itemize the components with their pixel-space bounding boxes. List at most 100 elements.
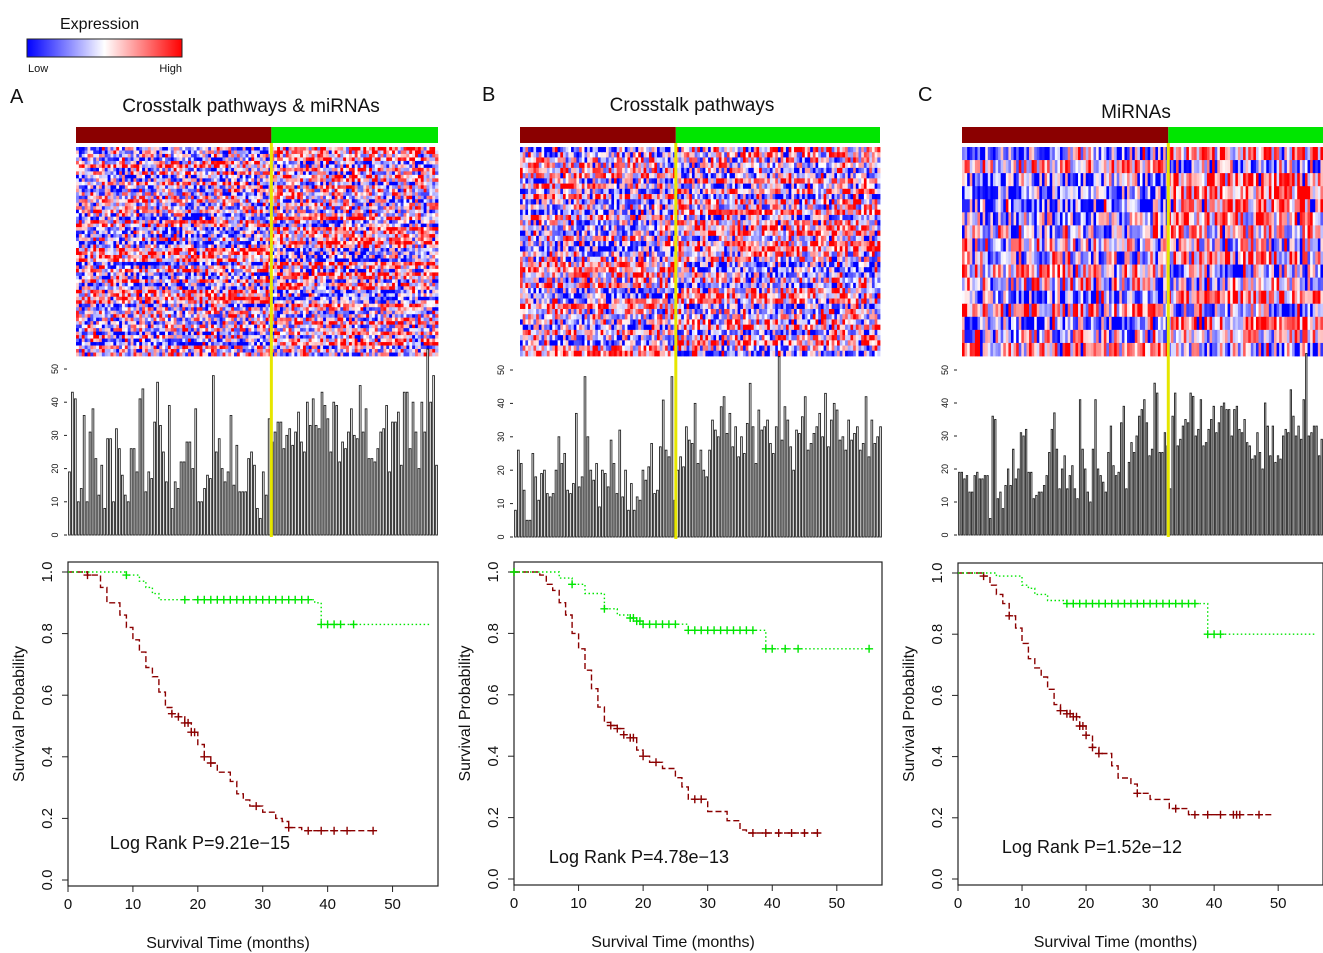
heatmap-cell (182, 192, 185, 196)
expression-legend: Expression Low High (27, 16, 182, 75)
heatmap-cell (326, 269, 329, 273)
heatmap-cell (220, 238, 223, 242)
heatmap-cell (429, 262, 432, 266)
heatmap-cell (300, 227, 303, 231)
heatmap-cell (246, 220, 249, 224)
heatmap-cell (404, 178, 407, 182)
heatmap-cell (337, 171, 340, 175)
heatmap-cell (85, 262, 88, 266)
heatmap-cell (243, 248, 246, 252)
heatmap-cell (205, 248, 208, 252)
heatmap-cell (220, 171, 223, 175)
heatmap-cell (228, 220, 231, 224)
heatmap-cell (159, 252, 162, 256)
heatmap-cell (317, 262, 320, 266)
heatmap-cell (119, 220, 122, 224)
heatmap-cell (263, 217, 266, 221)
heatmap-cell (177, 220, 180, 224)
heatmap-cell (320, 154, 323, 158)
heatmap-cell (366, 199, 369, 203)
heatmap-cell (335, 154, 338, 158)
heatmap-cell (194, 154, 197, 158)
heatmap-cell (225, 220, 228, 224)
heatmap-cell (165, 255, 168, 259)
heatmap-cell (82, 171, 85, 175)
heatmap-cell (128, 157, 131, 161)
heatmap-cell (191, 231, 194, 235)
heatmap-cell (133, 276, 136, 280)
heatmap-cell (392, 157, 395, 161)
heatmap-cell (145, 213, 148, 217)
heatmap-cell (346, 161, 349, 165)
heatmap-cell (220, 161, 223, 165)
heatmap-cell (300, 217, 303, 221)
heatmap-cell (217, 276, 220, 280)
heatmap-cell (280, 150, 283, 154)
heatmap-cell (343, 213, 346, 217)
heatmap-cell (162, 248, 165, 252)
heatmap-cell (320, 210, 323, 214)
heatmap-cell (194, 217, 197, 221)
heatmap-cell (418, 161, 421, 165)
heatmap-cell (266, 171, 269, 175)
heatmap-cell (231, 157, 234, 161)
heatmap-cell (217, 150, 220, 154)
heatmap-cell (355, 252, 358, 256)
heatmap-cell (122, 224, 125, 228)
heatmap-cell (358, 192, 361, 196)
heatmap-cell (346, 248, 349, 252)
heatmap-cell (398, 231, 401, 235)
heatmap-cell (424, 245, 427, 249)
heatmap-cell (182, 185, 185, 189)
heatmap-cell (415, 210, 418, 214)
heatmap-cell (291, 248, 294, 252)
heatmap-cell (228, 196, 231, 200)
heatmap-cell (335, 272, 338, 276)
heatmap-cell (254, 192, 257, 196)
heatmap-cell (139, 252, 142, 256)
heatmap-cell (337, 203, 340, 207)
heatmap-cell (343, 178, 346, 182)
heatmap-cell (404, 245, 407, 249)
heatmap-cell (266, 147, 269, 151)
heatmap-cell (349, 220, 352, 224)
heatmap-cell (375, 168, 378, 172)
heatmap-cell (291, 150, 294, 154)
heatmap-cell (263, 258, 266, 262)
heatmap-cell (96, 231, 99, 235)
heatmap-cell (375, 272, 378, 276)
heatmap-cell (343, 154, 346, 158)
heatmap-cell (110, 213, 113, 217)
heatmap-cell (231, 241, 234, 245)
heatmap-cell (360, 154, 363, 158)
heatmap-cell (429, 189, 432, 193)
heatmap-cell (205, 206, 208, 210)
heatmap-cell (128, 185, 131, 189)
heatmap-cell (128, 213, 131, 217)
heatmap-cell (291, 238, 294, 242)
heatmap-cell (171, 161, 174, 165)
heatmap-cell (177, 189, 180, 193)
heatmap-cell (412, 178, 415, 182)
heatmap-cell (297, 150, 300, 154)
heatmap-cell (200, 269, 203, 273)
heatmap-cell (415, 252, 418, 256)
heatmap-cell (116, 147, 119, 151)
heatmap-cell (283, 241, 286, 245)
heatmap-cell (355, 258, 358, 262)
heatmap-cell (320, 175, 323, 179)
heatmap-cell (243, 227, 246, 231)
heatmap-cell (188, 283, 191, 287)
heatmap-cell (277, 196, 280, 200)
heatmap-cell (191, 248, 194, 252)
heatmap-cell (309, 272, 312, 276)
heatmap-cell (93, 241, 96, 245)
heatmap-cell (234, 283, 237, 287)
heatmap-cell (326, 175, 329, 179)
heatmap-cell (179, 227, 182, 231)
heatmap-cell (360, 196, 363, 200)
heatmap-cell (116, 283, 119, 287)
heatmap-cell (191, 178, 194, 182)
heatmap-cell (349, 178, 352, 182)
heatmap-cell (360, 203, 363, 207)
